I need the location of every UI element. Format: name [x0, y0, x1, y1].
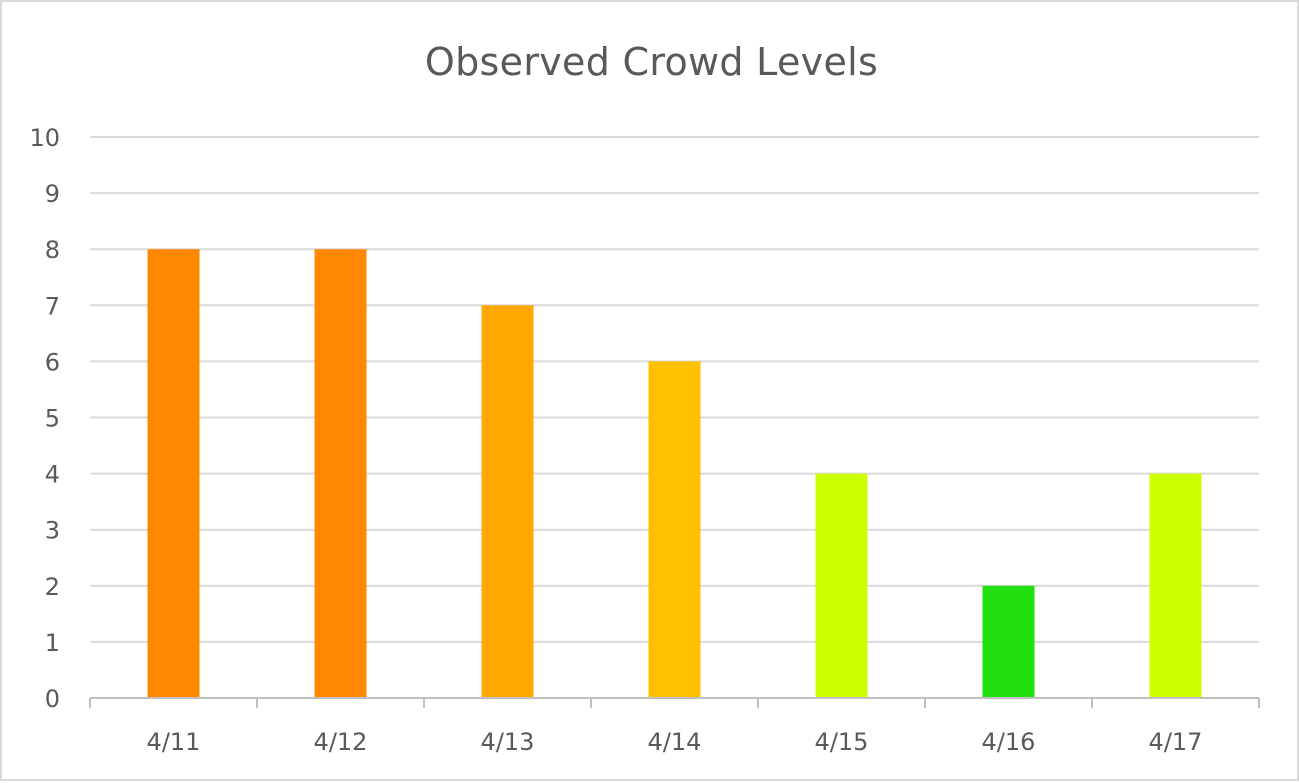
bar — [815, 473, 868, 698]
y-tick-label: 9 — [45, 180, 60, 208]
y-tick-label: 5 — [45, 405, 60, 433]
y-tick-label: 1 — [45, 629, 60, 657]
chart-title: Observed Crowd Levels — [424, 40, 879, 84]
y-tick-label: 0 — [45, 685, 60, 713]
y-tick-label: 2 — [45, 573, 60, 601]
x-tick-label: 4/12 — [314, 728, 368, 756]
x-tick-label: 4/14 — [648, 728, 702, 756]
y-tick-label: 3 — [45, 517, 60, 545]
y-tick-label: 10 — [29, 124, 60, 152]
bar — [1149, 473, 1202, 698]
bar — [982, 585, 1035, 698]
y-tick-label: 7 — [45, 292, 60, 320]
bar — [648, 361, 701, 698]
bar — [314, 249, 367, 698]
x-tick-labels: 4/11 4/12 4/13 4/14 4/15 4/16 4/17 — [147, 728, 1203, 756]
x-axis — [89, 697, 1260, 708]
x-tick-label: 4/17 — [1149, 728, 1203, 756]
y-tick-label: 6 — [45, 348, 60, 376]
x-tick-label: 4/13 — [481, 728, 535, 756]
y-tick-label: 8 — [45, 236, 60, 264]
bar — [147, 249, 200, 698]
bars — [147, 249, 1202, 698]
x-tick-label: 4/11 — [147, 728, 201, 756]
x-tick-label: 4/15 — [815, 728, 869, 756]
x-tick-label: 4/16 — [982, 728, 1036, 756]
y-tick-labels: 0 1 2 3 4 5 6 7 8 9 10 — [29, 124, 60, 713]
y-tick-label: 4 — [45, 461, 60, 489]
bar — [481, 305, 534, 698]
